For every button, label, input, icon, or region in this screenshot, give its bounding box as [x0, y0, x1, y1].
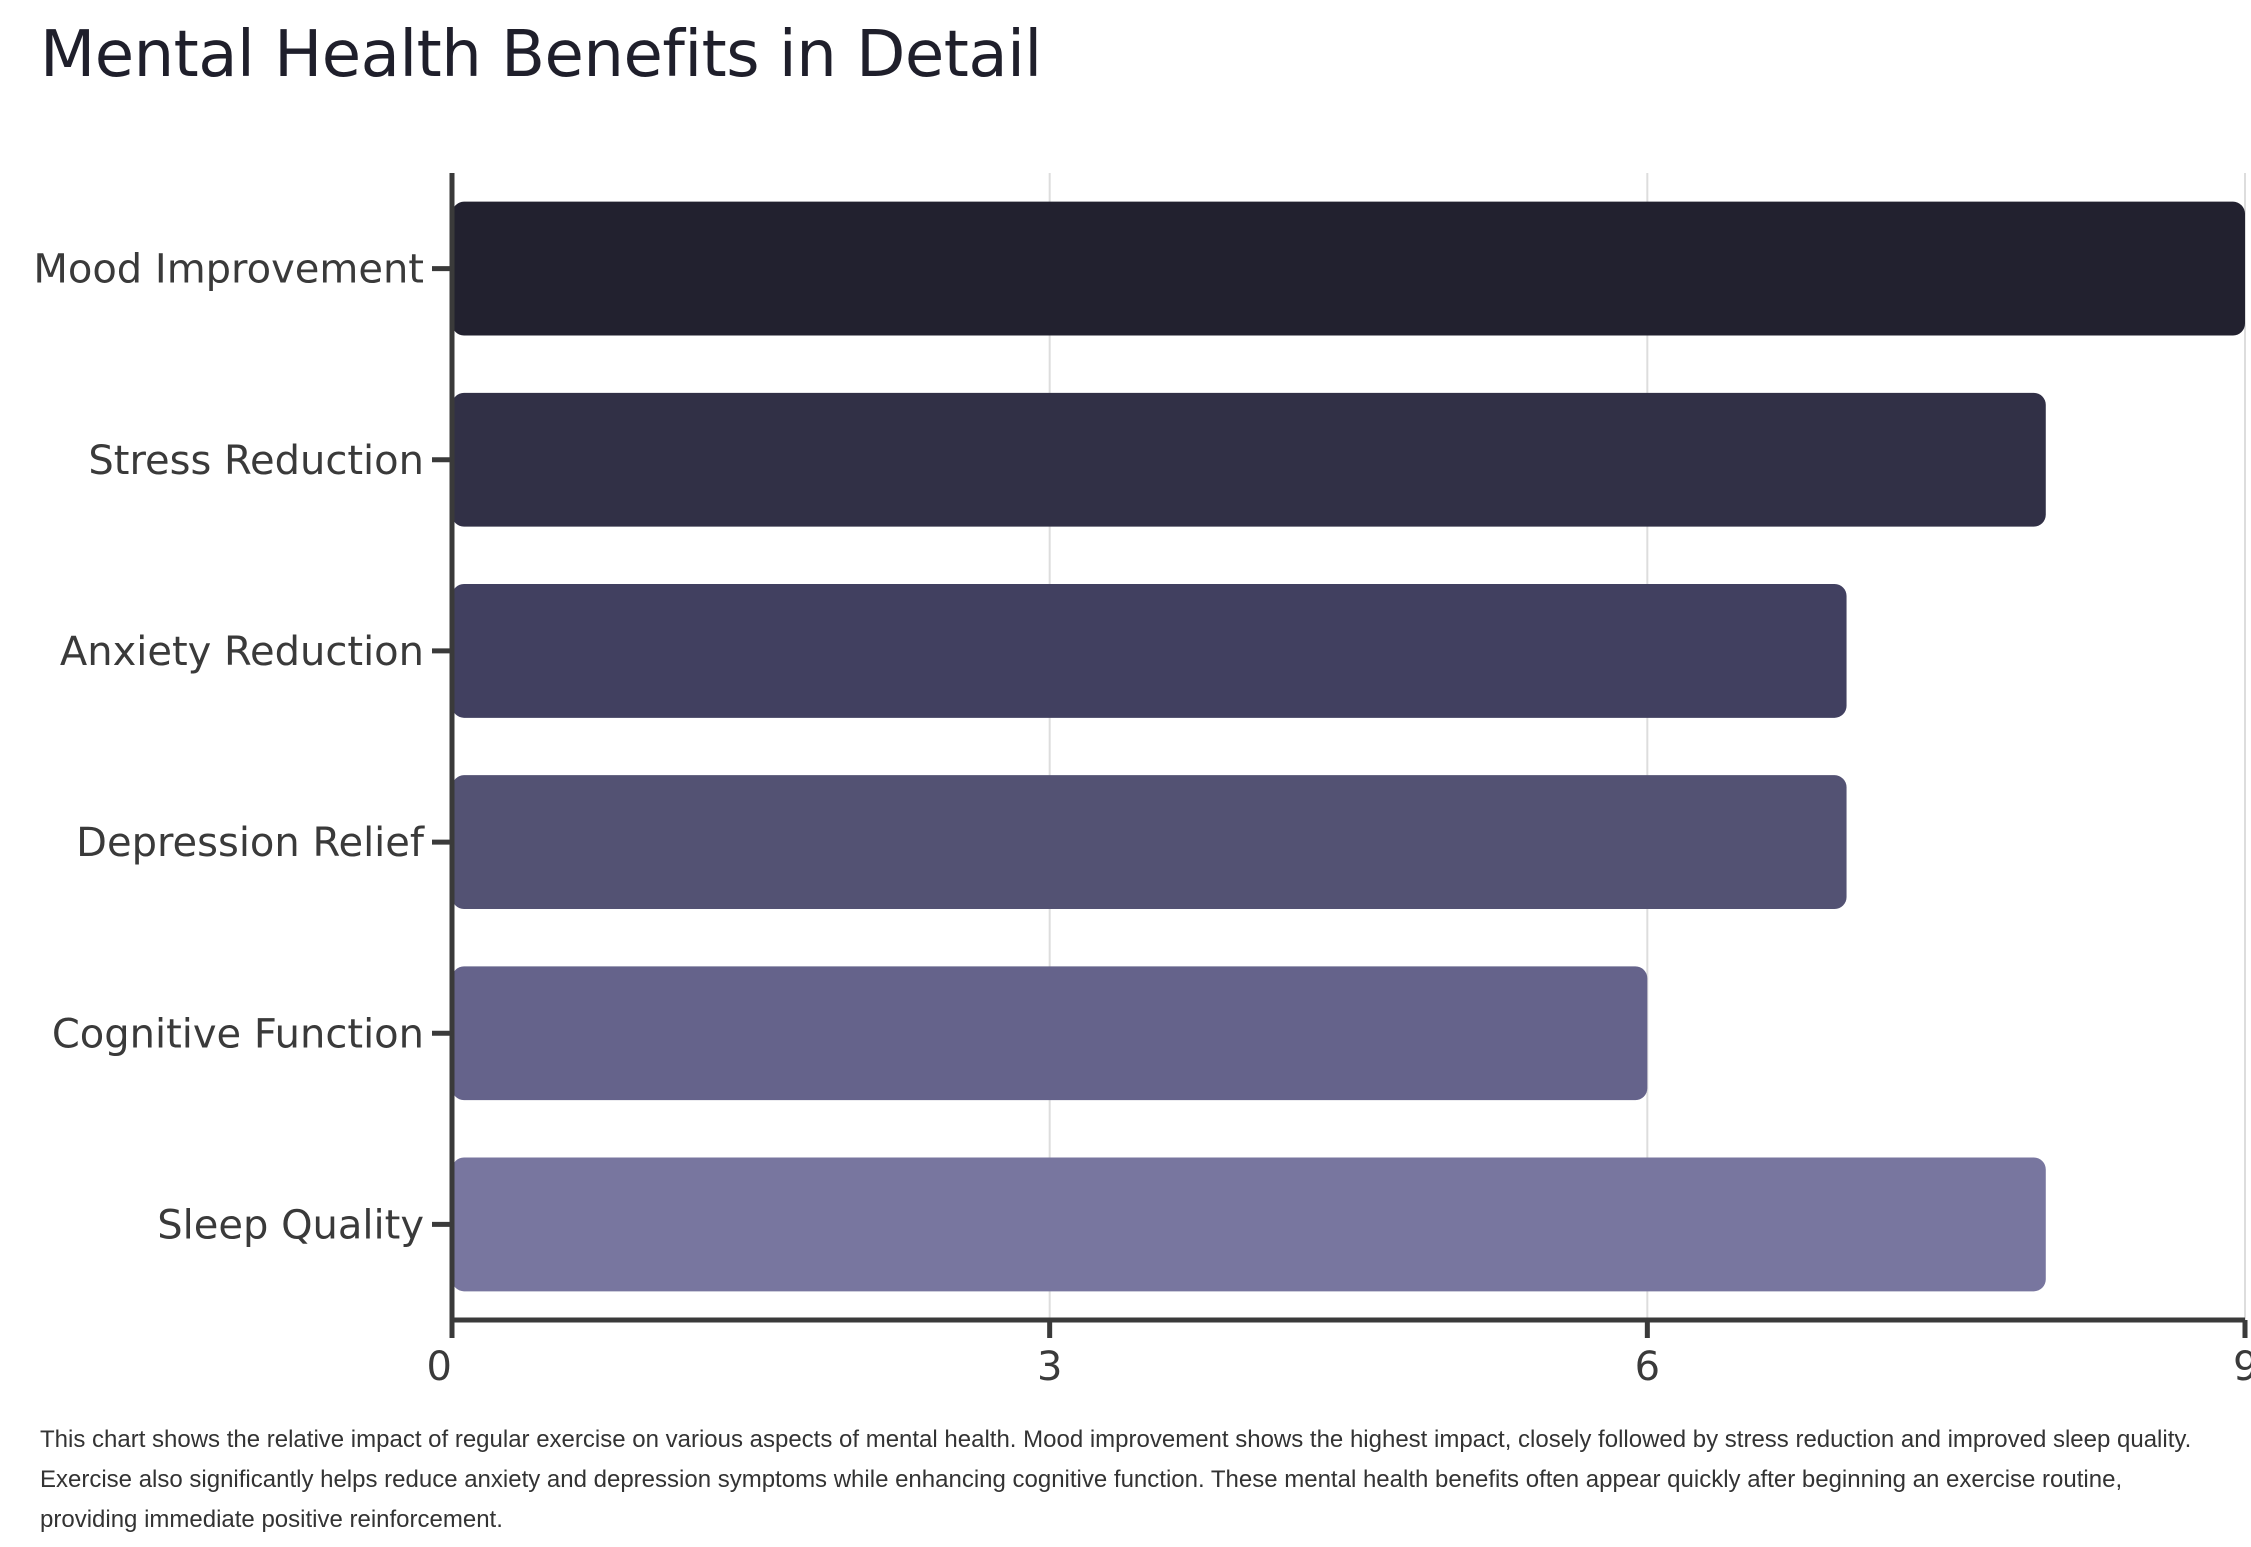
category-label: Stress Reduction: [88, 438, 424, 484]
chart-container: Mood Improvement Stress Reduction Anxiety …: [33, 173, 2251, 1390]
chart-description: This chart shows the relative impact of …: [40, 1426, 2192, 1533]
bar-chart: Mood Improvement Stress Reduction Anxiety …: [33, 173, 2251, 1390]
x-tick-label: 6: [1635, 1344, 1660, 1390]
bar: [452, 1157, 2046, 1292]
bar: [452, 201, 2245, 336]
x-tick-label: 9: [2233, 1344, 2251, 1390]
chart-title: Mental Health Benefits in Detail: [40, 18, 1042, 92]
category-label: Depression Relief: [76, 820, 425, 866]
category-label: Mood Improvement: [33, 247, 424, 293]
bar: [452, 584, 1847, 718]
bar: [452, 966, 1648, 1101]
tick-labels: Mood Improvement Stress Reduction Anxiety …: [33, 247, 2251, 1390]
bar: [452, 392, 2046, 527]
bar: [452, 775, 1847, 909]
category-label: Cognitive Function: [52, 1011, 424, 1057]
grid-lines: [1048, 173, 2246, 1320]
x-tick-label: 0: [427, 1344, 452, 1390]
axes: [432, 173, 2248, 1338]
bars: [452, 201, 2245, 1292]
x-tick-label: 3: [1037, 1344, 1062, 1390]
category-label: Sleep Quality: [157, 1202, 424, 1248]
category-label: Anxiety Reduction: [60, 629, 424, 675]
